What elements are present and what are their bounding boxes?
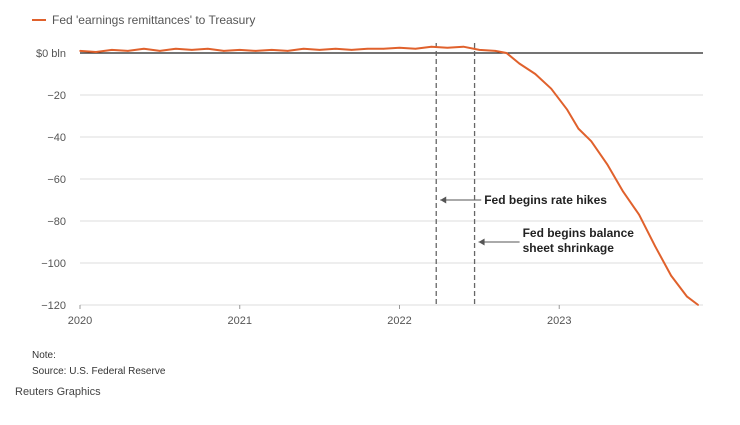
x-tick-label: 2023 <box>547 315 571 327</box>
x-tick-label: 2022 <box>387 315 411 327</box>
data-point <box>127 50 129 52</box>
data-point <box>191 49 193 51</box>
data-point <box>505 52 508 54</box>
legend: Fed 'earnings remittances' to Treasury <box>32 13 255 27</box>
data-point <box>414 48 417 50</box>
data-point <box>175 48 177 50</box>
data-point <box>606 163 608 166</box>
data-point <box>550 87 553 90</box>
y-tick-label: −60 <box>47 174 66 186</box>
x-tick-label: 2020 <box>68 315 92 327</box>
source-label: Source: U.S. Federal Reserve <box>32 366 166 377</box>
legend-label: Fed 'earnings remittances' to Treasury <box>52 13 256 27</box>
data-point <box>334 48 337 50</box>
x-tick-label: 2021 <box>228 315 252 327</box>
grid-layer <box>79 52 703 309</box>
data-point <box>638 213 640 216</box>
y-tick-label: −80 <box>47 216 66 228</box>
data-point <box>478 49 481 51</box>
data-point <box>446 46 449 49</box>
data-point <box>318 49 321 51</box>
data-point <box>654 245 656 247</box>
data-point <box>159 50 161 52</box>
note-label: Note: <box>32 350 56 361</box>
data-point <box>143 48 145 50</box>
y-tick-label: −40 <box>47 132 66 144</box>
data-point <box>577 127 580 130</box>
annotation-label: sheet shrinkage <box>523 241 615 255</box>
data-point <box>686 295 688 298</box>
data-point <box>302 48 305 50</box>
data-point <box>238 49 241 51</box>
data-point <box>566 108 569 111</box>
data-point <box>622 190 624 193</box>
data-point <box>430 45 433 48</box>
series-layer <box>79 45 700 306</box>
annotation-layer: Fed begins rate hikes Fed begins balances… <box>435 43 635 305</box>
data-point <box>462 45 465 48</box>
data-point <box>286 50 289 52</box>
series-line <box>79 45 699 306</box>
chart-notes: Note: Source: U.S. Federal Reserve <box>32 348 165 380</box>
line-chart: Fed begins rate hikes Fed begins balances… <box>36 43 703 327</box>
data-point <box>382 48 385 50</box>
credit-label: Reuters Graphics <box>15 386 101 398</box>
data-point <box>590 140 592 142</box>
data-point <box>206 48 209 50</box>
data-point <box>254 50 257 52</box>
data-point <box>95 51 97 53</box>
data-point <box>534 73 537 75</box>
data-point <box>518 62 521 65</box>
data-point <box>697 304 700 306</box>
data-point <box>350 49 353 51</box>
data-point <box>222 50 225 52</box>
data-point <box>111 49 113 51</box>
annotation-arrowhead <box>478 238 485 246</box>
data-point <box>494 50 497 52</box>
data-point <box>670 274 672 277</box>
data-point <box>270 49 273 51</box>
y-tick-label: −20 <box>47 90 66 102</box>
data-point <box>79 50 81 52</box>
legend-swatch <box>32 19 46 21</box>
annotation-label: Fed begins rate hikes <box>484 193 607 207</box>
data-point <box>366 48 369 50</box>
y-tick-label: −100 <box>41 258 66 270</box>
annotation-arrowhead <box>440 196 447 204</box>
y-tick-label: −120 <box>41 300 66 312</box>
data-point <box>398 46 401 49</box>
y-tick-label: $0 bln <box>36 48 66 60</box>
annotation-label: Fed begins balance <box>523 226 635 240</box>
